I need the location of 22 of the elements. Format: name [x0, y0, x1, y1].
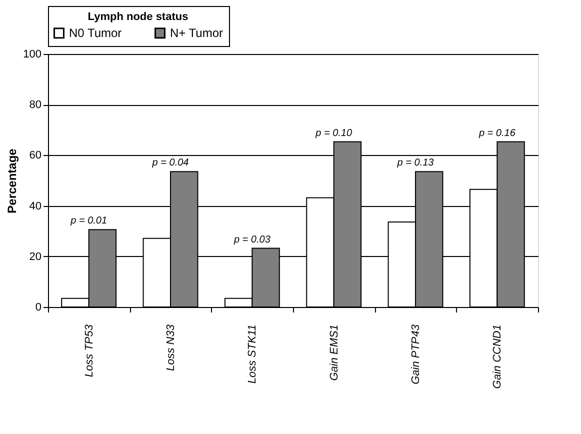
legend-title: Lymph node status — [88, 11, 188, 23]
x-tick-label: Gain CCND1 — [492, 324, 504, 389]
annotation: p = 0.04 — [151, 158, 190, 169]
annotation: p = 0.03 — [232, 234, 271, 246]
y-tick-label: 100 — [23, 48, 42, 60]
annotation: p = 0.16 — [478, 128, 516, 139]
y-tick-label: 40 — [29, 200, 42, 212]
y-axis-title: Percentage — [5, 148, 20, 214]
legend-label: N0 Tumor — [69, 26, 122, 40]
legend-label: N+ Tumor — [170, 26, 224, 40]
x-tick-label: Loss STK11 — [246, 324, 259, 384]
x-tick-label: Gain PTP43 — [410, 324, 422, 384]
annotation: p = 0.13 — [396, 158, 434, 169]
y-tick-label: 20 — [29, 250, 42, 263]
y-tick-label: 60 — [29, 150, 42, 162]
x-tick-label: Loss N33 — [165, 324, 177, 371]
annotation: p = 0.01 — [70, 216, 108, 227]
y-tick-label: 0 — [35, 302, 42, 314]
x-tick-label: Gain EMS1 — [328, 324, 340, 381]
annotation: p = 0.10 — [314, 128, 352, 139]
y-tick-label: 80 — [29, 99, 42, 112]
x-tick-label: Loss TP53 — [83, 324, 96, 378]
